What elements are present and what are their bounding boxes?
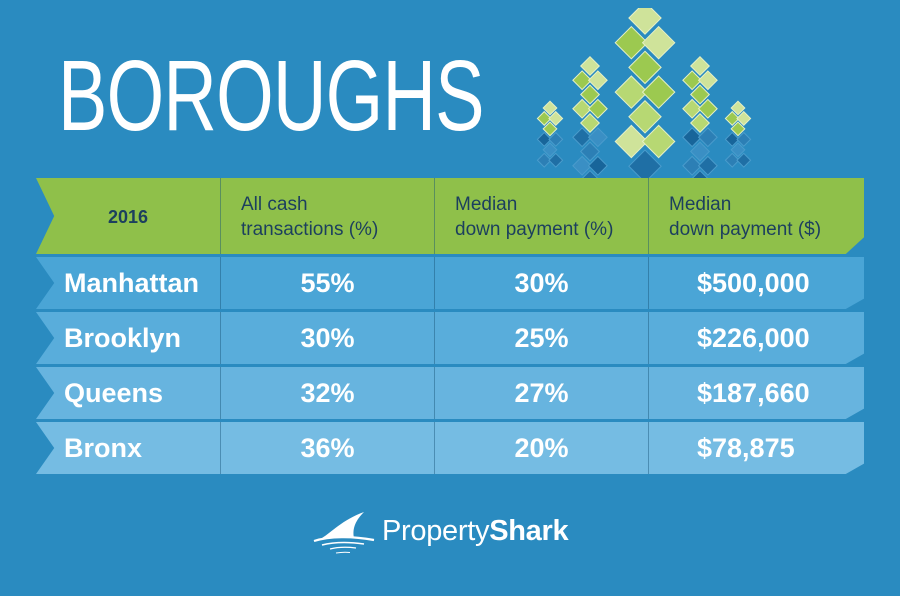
propertyshark-logo: PropertyShark	[312, 508, 569, 554]
down-usd-value: $187,660	[648, 367, 864, 419]
mosaic-tile	[579, 141, 601, 162]
down-usd-value: $500,000	[648, 257, 864, 309]
mosaic-tile	[542, 100, 558, 116]
logo-word-bold: Shark	[489, 514, 569, 547]
borough-name: Bronx	[64, 432, 143, 463]
mosaic-tile	[697, 155, 718, 176]
borough-name: Manhattan	[64, 267, 199, 298]
page-title: BOROUGHS	[58, 40, 485, 152]
header-cash-line2: transactions (%)	[241, 219, 379, 240]
cash-value: 55%	[220, 257, 434, 309]
mosaic-tile	[572, 70, 593, 91]
skyline-mosaic-icon	[536, 8, 752, 188]
mosaic-tile	[587, 70, 608, 91]
table-header: 2016 All cash transactions (%) Median do…	[36, 178, 864, 254]
mosaic-tile	[730, 121, 746, 137]
down-pct-value: 20%	[434, 422, 648, 474]
mosaic-tile	[536, 152, 552, 168]
mosaic-tile	[689, 55, 711, 77]
mosaic-tile	[536, 110, 552, 126]
shark-fin-icon	[313, 512, 375, 554]
mosaic-tile	[579, 112, 601, 134]
mosaic-tile	[682, 155, 703, 176]
mosaic-tile	[548, 131, 564, 147]
mosaic-tile	[724, 152, 740, 168]
header-down-pct-line2: down payment (%)	[455, 219, 614, 240]
mosaic-tile	[628, 99, 662, 134]
header-down-usd-line1: Median	[669, 194, 732, 215]
mosaic-tile	[587, 98, 608, 119]
header-year: 2016	[36, 178, 220, 254]
mosaic-tile	[682, 127, 703, 148]
cash-value: 30%	[220, 312, 434, 364]
mosaic-tile	[689, 84, 711, 105]
mosaic-tile	[536, 131, 552, 147]
down-pct-value: 27%	[434, 367, 648, 419]
mosaic-tile	[614, 25, 649, 60]
mosaic-tile	[697, 98, 718, 119]
mosaic-tile	[587, 127, 608, 148]
header-down-usd: Median down payment ($)	[648, 178, 864, 254]
header-cash: All cash transactions (%)	[220, 178, 434, 254]
table-row: Brooklyn 30% 25% $226,000	[36, 312, 864, 364]
mosaic-tile	[614, 75, 649, 109]
table-row: Manhattan 55% 30% $500,000	[36, 257, 864, 309]
mosaic-tile	[682, 70, 703, 91]
down-pct-value: 25%	[434, 312, 648, 364]
mosaic-tile	[724, 110, 740, 126]
mosaic-tile	[628, 8, 662, 35]
mosaic-tile	[730, 100, 746, 116]
cash-value: 36%	[220, 422, 434, 474]
header-down-usd-line2: down payment ($)	[669, 219, 822, 240]
mosaic-tile	[736, 131, 752, 147]
mosaic-tile	[542, 142, 558, 158]
down-usd-value: $78,875	[648, 422, 864, 474]
mosaic-tile	[736, 110, 752, 126]
table-row: Bronx 36% 20% $78,875	[36, 422, 864, 474]
mosaic-tile	[697, 70, 718, 91]
mosaic-tile	[572, 127, 593, 148]
mosaic-tile	[548, 152, 564, 168]
mosaic-tile	[628, 50, 662, 85]
mosaic-tile	[641, 124, 676, 159]
mosaic-tile	[548, 110, 564, 126]
mosaic-tile	[614, 124, 649, 159]
boroughs-table: 2016 All cash transactions (%) Median do…	[36, 178, 864, 474]
mosaic-tile	[572, 98, 593, 119]
header-down-pct: Median down payment (%)	[434, 178, 648, 254]
mosaic-tile	[730, 142, 746, 158]
mosaic-tile	[736, 152, 752, 168]
mosaic-tile	[682, 98, 703, 119]
logo-wordmark: PropertyShark	[382, 514, 569, 548]
mosaic-tile	[697, 127, 718, 148]
header-year-label: 2016	[107, 206, 149, 227]
mosaic-tile	[572, 155, 593, 176]
borough-name: Brooklyn	[64, 322, 182, 353]
header-down-pct-line1: Median	[455, 194, 518, 215]
borough-name: Queens	[64, 377, 164, 408]
table-row: Queens 32% 27% $187,660	[36, 367, 864, 419]
mosaic-tile	[579, 55, 601, 77]
mosaic-tile	[689, 141, 711, 162]
down-usd-value: $226,000	[648, 312, 864, 364]
mosaic-tile	[542, 121, 558, 137]
header-cash-line1: All cash	[241, 194, 308, 215]
mosaic-tile	[579, 84, 601, 105]
mosaic-tile	[724, 131, 740, 147]
mosaic-tile	[587, 155, 608, 176]
mosaic-tile	[641, 75, 676, 109]
cash-value: 32%	[220, 367, 434, 419]
logo-word-light: Property	[382, 514, 490, 547]
mosaic-tile	[641, 25, 676, 60]
mosaic-tile	[689, 112, 711, 134]
down-pct-value: 30%	[434, 257, 648, 309]
